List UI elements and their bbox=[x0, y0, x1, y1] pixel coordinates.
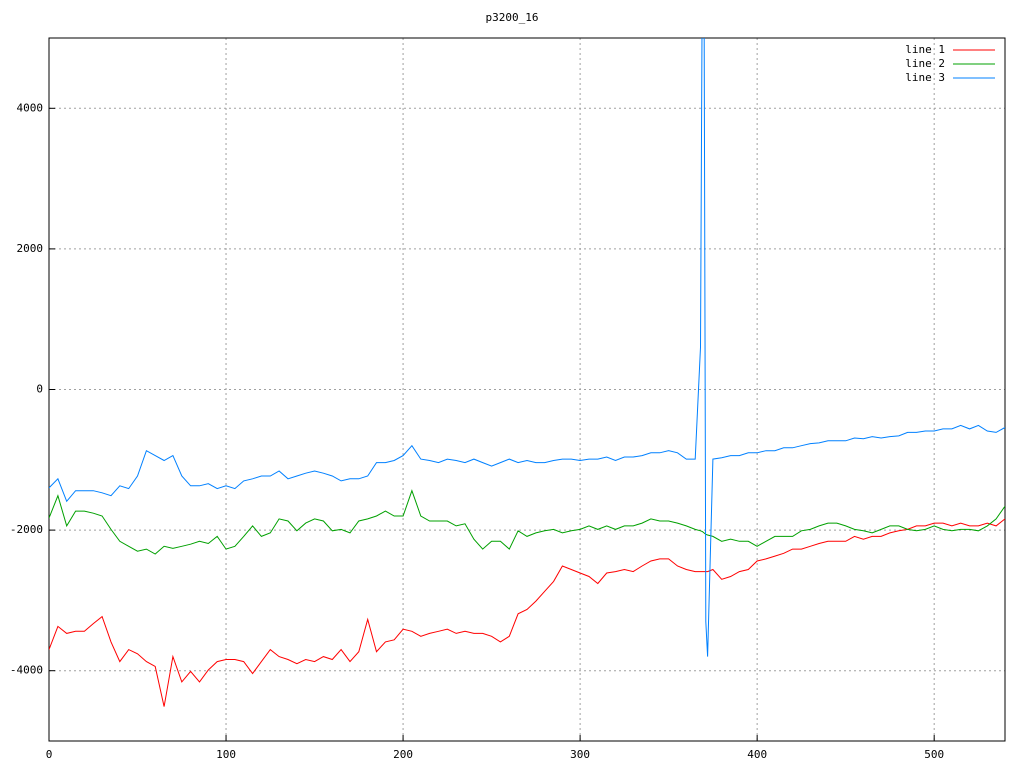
data-line bbox=[49, 38, 1005, 657]
y-tick-label: 2000 bbox=[17, 242, 44, 255]
legend-label: line 3 bbox=[905, 71, 945, 84]
data-line bbox=[49, 489, 1005, 555]
x-tick-label: 400 bbox=[747, 748, 767, 761]
y-tick-label: -4000 bbox=[10, 664, 43, 677]
x-tick-label: 500 bbox=[924, 748, 944, 761]
plot-border bbox=[48, 37, 1006, 742]
y-tick-label: -2000 bbox=[10, 523, 43, 536]
y-tick-label: 4000 bbox=[17, 101, 44, 114]
x-tick-label: 0 bbox=[46, 748, 53, 761]
x-tick-label: 300 bbox=[570, 748, 590, 761]
plot-area bbox=[49, 38, 1005, 707]
y-tick-label: 0 bbox=[36, 383, 43, 396]
data-line bbox=[49, 518, 1005, 707]
x-tick-label: 100 bbox=[216, 748, 236, 761]
chart-title: p3200_16 bbox=[486, 11, 539, 24]
legend-label: line 1 bbox=[905, 43, 945, 56]
legend-label: line 2 bbox=[905, 57, 945, 70]
x-tick-label: 200 bbox=[393, 748, 413, 761]
